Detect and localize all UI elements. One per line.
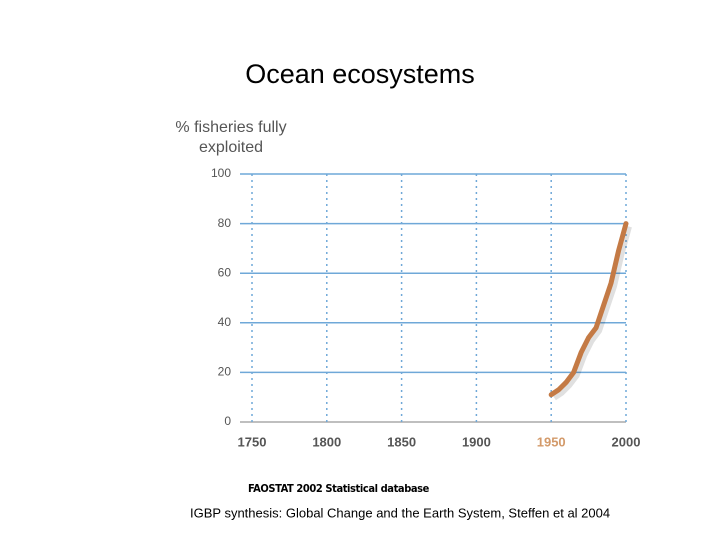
line-shadow bbox=[552, 225, 632, 401]
x-tick-label: 2000 bbox=[612, 434, 641, 449]
y-axis-label: exploited bbox=[199, 139, 263, 156]
y-axis-label: % fisheries fully bbox=[175, 119, 286, 136]
x-tick-label: 1750 bbox=[238, 434, 267, 449]
x-tick-label: 1900 bbox=[462, 434, 491, 449]
source-note: FAOSTAT 2002 Statistical database bbox=[248, 482, 430, 495]
data-line bbox=[548, 221, 629, 398]
source-note: IGBP synthesis: Global Change and the Ea… bbox=[190, 505, 610, 520]
y-tick-label: 60 bbox=[218, 265, 232, 279]
x-tick-label: 1850 bbox=[387, 434, 416, 449]
y-tick-label: 0 bbox=[224, 414, 231, 428]
x-tick-label: 1950 bbox=[537, 434, 566, 449]
y-tick-label: 40 bbox=[218, 315, 232, 329]
y-tick-label: 80 bbox=[218, 216, 232, 230]
y-tick-label: 100 bbox=[211, 166, 231, 180]
chart-title: Ocean ecosystems bbox=[245, 59, 475, 89]
x-tick-label: 1800 bbox=[312, 434, 341, 449]
y-tick-label: 20 bbox=[218, 365, 232, 379]
